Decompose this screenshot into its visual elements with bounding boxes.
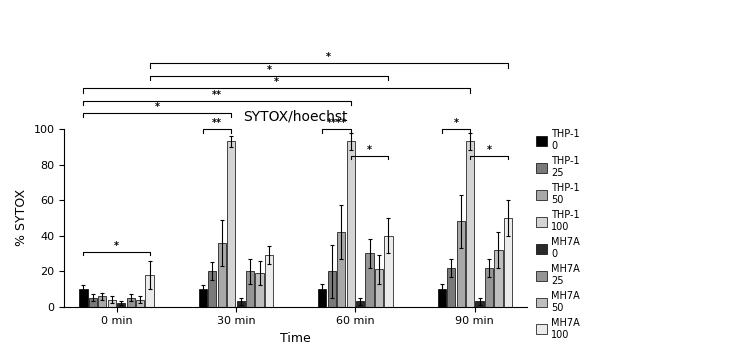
Bar [108,300,116,307]
Text: **: ** [212,118,222,128]
Bar [356,301,364,307]
Bar [256,273,264,307]
Title: SYTOX/hoechst: SYTOX/hoechst [244,109,348,123]
Text: *: * [487,145,491,155]
Y-axis label: % SYTOX: % SYTOX [15,189,28,246]
Bar [447,267,455,307]
Bar [504,218,512,307]
Bar [127,298,135,307]
Bar [328,271,336,307]
Text: *: * [266,65,272,75]
Bar [485,267,493,307]
Bar [88,298,97,307]
Bar [365,253,374,307]
Bar [117,303,125,307]
Bar [136,300,144,307]
Text: **: ** [212,90,222,100]
Bar [457,221,465,307]
X-axis label: Time: Time [280,332,311,345]
Bar [80,289,88,307]
Bar [199,289,207,307]
Bar [265,255,273,307]
Bar [346,141,355,307]
Bar [318,289,326,307]
Bar [384,235,392,307]
Legend: THP-1
0, THP-1
25, THP-1
50, THP-1
100, MH7A
0, MH7A
25, MH7A
50, MH7A
100: THP-1 0, THP-1 25, THP-1 50, THP-1 100, … [532,125,584,343]
Text: *: * [114,241,119,251]
Bar [375,269,383,307]
Bar [98,296,106,307]
Text: ****: **** [326,118,346,128]
Bar [476,301,484,307]
Bar [438,289,446,307]
Text: *: * [154,102,160,112]
Bar [236,301,244,307]
Bar [146,275,154,307]
Bar [246,271,254,307]
Bar [466,141,474,307]
Bar [209,271,217,307]
Bar [227,141,236,307]
Bar [217,243,226,307]
Bar [338,232,345,307]
Text: *: * [367,145,372,155]
Text: *: * [326,52,332,62]
Text: *: * [454,118,458,128]
Bar [494,250,502,307]
Text: *: * [274,77,279,87]
